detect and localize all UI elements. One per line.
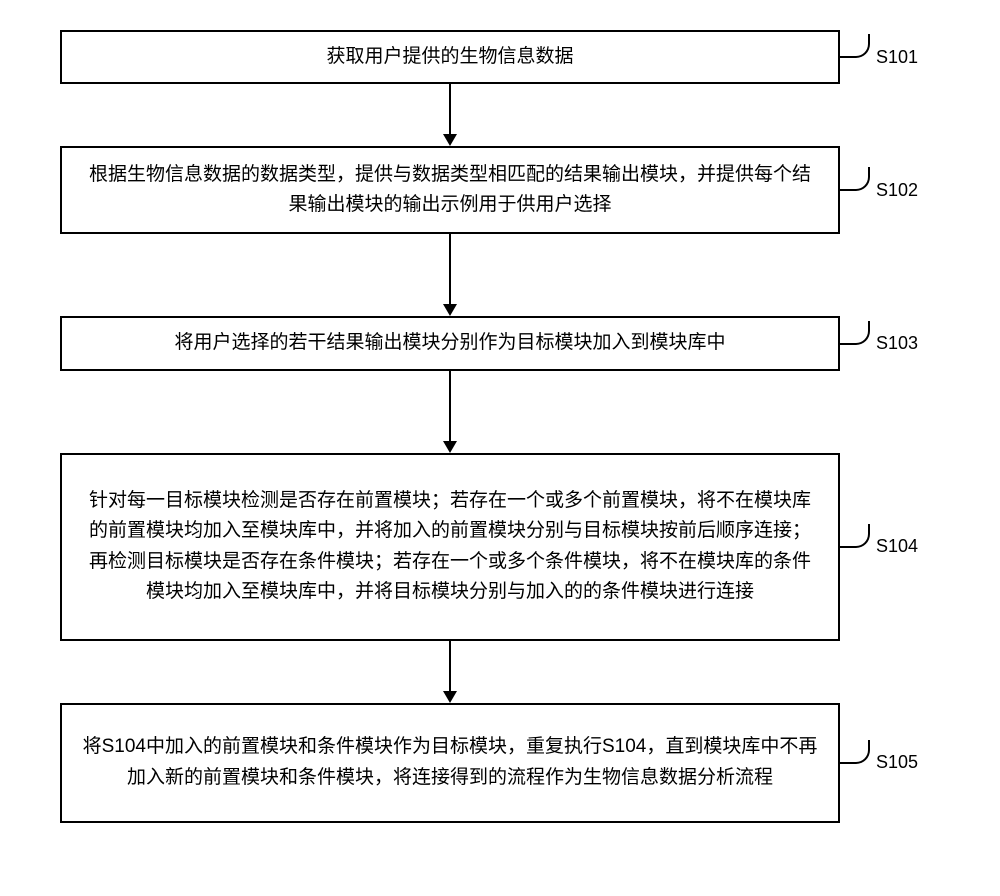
arrow-line bbox=[449, 84, 451, 136]
step-box: 将用户选择的若干结果输出模块分别作为目标模块加入到模块库中 bbox=[60, 316, 840, 370]
step-label-wrap: S104 bbox=[840, 546, 900, 548]
label-connector bbox=[840, 321, 870, 345]
flow-step-s101: 获取用户提供的生物信息数据 S101 bbox=[60, 30, 940, 84]
label-connector bbox=[840, 740, 870, 764]
label-connector bbox=[840, 167, 870, 191]
step-box: 将S104中加入的前置模块和条件模块作为目标模块，重复执行S104，直到模块库中… bbox=[60, 703, 840, 823]
arrow-head-icon bbox=[443, 134, 457, 146]
flow-step-s103: 将用户选择的若干结果输出模块分别作为目标模块加入到模块库中 S103 bbox=[60, 316, 940, 370]
arrow-line bbox=[449, 371, 451, 443]
flowchart-container: 获取用户提供的生物信息数据 S101 根据生物信息数据的数据类型，提供与数据类型相匹… bbox=[60, 30, 940, 823]
step-label-wrap: S102 bbox=[840, 189, 900, 191]
step-label: S101 bbox=[876, 47, 918, 68]
arrow-head-icon bbox=[443, 691, 457, 703]
flow-arrow bbox=[60, 84, 840, 146]
step-label: S103 bbox=[876, 333, 918, 354]
step-text: 将S104中加入的前置模块和条件模块作为目标模块，重复执行S104，直到模块库中… bbox=[82, 732, 818, 793]
step-label: S102 bbox=[876, 180, 918, 201]
step-box: 针对每一目标模块检测是否存在前置模块；若存在一个或多个前置模块，将不在模块库的前… bbox=[60, 453, 840, 641]
label-connector bbox=[840, 524, 870, 548]
flow-arrow bbox=[60, 234, 840, 316]
arrow-line bbox=[449, 641, 451, 693]
label-connector bbox=[840, 34, 870, 58]
step-text: 将用户选择的若干结果输出模块分别作为目标模块加入到模块库中 bbox=[174, 328, 725, 358]
step-label: S105 bbox=[876, 752, 918, 773]
flow-step-s104: 针对每一目标模块检测是否存在前置模块；若存在一个或多个前置模块，将不在模块库的前… bbox=[60, 453, 940, 641]
flow-arrow bbox=[60, 641, 840, 703]
step-label-wrap: S101 bbox=[840, 56, 900, 58]
arrow-head-icon bbox=[443, 304, 457, 316]
arrow-head-icon bbox=[443, 441, 457, 453]
step-text: 针对每一目标模块检测是否存在前置模块；若存在一个或多个前置模块，将不在模块库的前… bbox=[82, 486, 818, 608]
flow-step-s102: 根据生物信息数据的数据类型，提供与数据类型相匹配的结果输出模块，并提供每个结果输… bbox=[60, 146, 940, 234]
flow-step-s105: 将S104中加入的前置模块和条件模块作为目标模块，重复执行S104，直到模块库中… bbox=[60, 703, 940, 823]
step-text: 获取用户提供的生物信息数据 bbox=[326, 42, 573, 72]
step-label: S104 bbox=[876, 536, 918, 557]
step-box: 根据生物信息数据的数据类型，提供与数据类型相匹配的结果输出模块，并提供每个结果输… bbox=[60, 146, 840, 234]
flow-arrow bbox=[60, 371, 840, 453]
step-box: 获取用户提供的生物信息数据 bbox=[60, 30, 840, 84]
step-text: 根据生物信息数据的数据类型，提供与数据类型相匹配的结果输出模块，并提供每个结果输… bbox=[82, 160, 818, 221]
step-label-wrap: S103 bbox=[840, 343, 900, 345]
arrow-line bbox=[449, 234, 451, 306]
step-label-wrap: S105 bbox=[840, 762, 900, 764]
